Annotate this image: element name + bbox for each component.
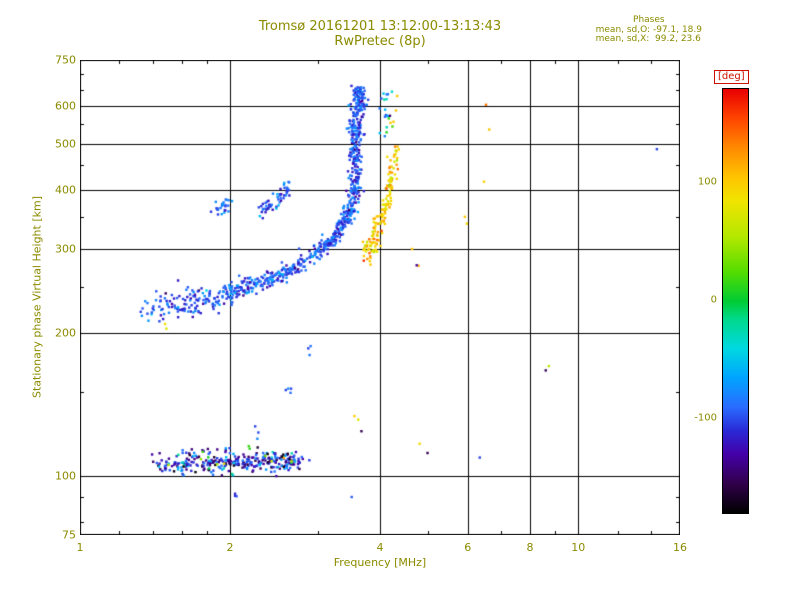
x-tick-label: 10 [571, 541, 586, 554]
y-tick-label: 300 [55, 242, 76, 256]
y-tick-label: 400 [55, 183, 76, 197]
x-tick-label: 6 [464, 541, 472, 554]
y-tick-label: 600 [55, 99, 76, 113]
y-tick-label: 200 [55, 326, 76, 340]
y-tick-label: 750 [55, 53, 76, 67]
phases-label: Phases [633, 15, 665, 25]
y-tick-label: 500 [55, 137, 76, 151]
x-axis-title: Frequency [MHz] [333, 556, 427, 569]
colorbar-tick-label: 0 [710, 294, 717, 306]
ionogram-plot-canvas [80, 60, 680, 535]
colorbar-tick-label: -100 [694, 412, 717, 424]
phases-x-stats: mean, sd,X: 99.2, 23.6 [595, 34, 701, 44]
colorbar-tick-label: 100 [697, 176, 717, 188]
chart-title: Tromsø 20161201 13:12:00-13:13:43 [258, 19, 502, 34]
chart-subtitle: RwPretec (8p) [334, 34, 426, 49]
x-tick-label: 1 [76, 541, 84, 554]
colorbar-gradient [722, 88, 749, 514]
y-axis-title: Stationary phase Virtual Height [km] [30, 195, 44, 399]
x-tick-label: 4 [376, 541, 384, 554]
y-tick-label: 75 [62, 528, 76, 542]
x-tick-label: 16 [673, 541, 687, 554]
y-tick-label: 100 [55, 469, 76, 483]
x-tick-label: 8 [526, 541, 534, 554]
phases-o-stats: mean, sd,O: -97.1, 18.9 [595, 24, 702, 35]
x-tick-label: 2 [226, 541, 234, 554]
phases-block: Phases mean, sd,O: -97.1, 18.9 mean, sd,… [595, 15, 702, 45]
colorbar-unit-label: [deg] [714, 70, 749, 84]
